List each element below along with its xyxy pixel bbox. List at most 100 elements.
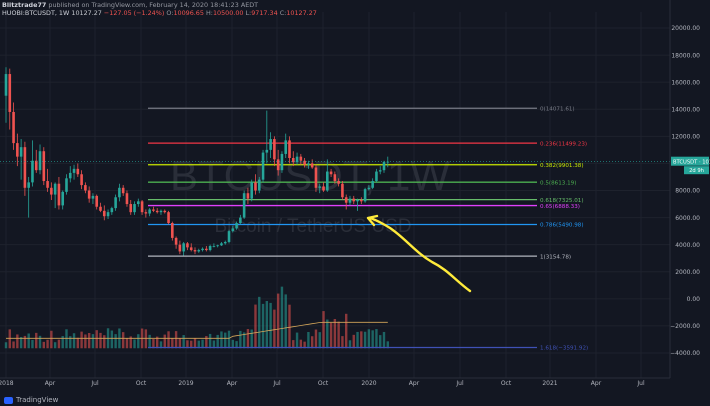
volume-bar xyxy=(254,304,257,349)
volume-bar xyxy=(201,339,204,349)
countdown-label: 2d 9h xyxy=(689,168,704,174)
y-tick-label: 14000.00 xyxy=(671,106,700,113)
volume-bar xyxy=(345,313,348,349)
candle-body xyxy=(307,163,310,165)
volume-bar xyxy=(4,342,8,349)
volume-bar xyxy=(379,335,382,349)
volume-bar xyxy=(65,329,68,349)
candle-body xyxy=(38,151,42,171)
candle-body xyxy=(144,212,148,214)
volume-bar xyxy=(38,335,42,349)
fib-label-4: 0.618(7325.01) xyxy=(540,198,584,204)
volume-bar xyxy=(216,334,219,349)
volume-bar xyxy=(276,293,280,349)
annotation-arrow xyxy=(368,216,472,293)
candle-body xyxy=(118,187,121,198)
candle-body xyxy=(87,190,91,199)
candle-body xyxy=(318,186,322,188)
price-tag-value: BTCUSDT · 10127.27 xyxy=(673,159,710,165)
volume-bar xyxy=(61,336,64,349)
candle-body xyxy=(114,197,117,209)
candle-body xyxy=(125,193,129,205)
candle-body xyxy=(201,248,204,251)
candle-body xyxy=(23,147,27,188)
candle-body xyxy=(363,189,367,202)
candle-body xyxy=(341,183,344,198)
candle-body xyxy=(375,171,378,182)
candle-body xyxy=(80,174,83,186)
volume-bar xyxy=(250,329,253,349)
candle-body xyxy=(174,237,178,245)
volume-bar xyxy=(337,321,340,349)
candle-body xyxy=(167,212,170,223)
volume-bar xyxy=(375,329,378,349)
volume-bar xyxy=(103,335,106,349)
volume-bar xyxy=(284,294,287,349)
candle-body xyxy=(326,171,329,191)
candle-body xyxy=(189,247,193,251)
candle-body xyxy=(208,246,212,251)
x-tick-label: Apr xyxy=(227,380,238,387)
candle-body xyxy=(163,210,167,213)
x-tick-label: Oct xyxy=(136,380,147,387)
volume-bar xyxy=(72,333,76,349)
candle-body xyxy=(216,245,219,247)
candle-body xyxy=(46,181,49,188)
y-tick-label: 2000.00 xyxy=(675,269,700,276)
volume-bar xyxy=(69,336,72,349)
x-tick-label: 2019 xyxy=(178,380,193,387)
candle-body xyxy=(288,140,291,158)
x-tick-label: Oct xyxy=(501,380,512,387)
watermark-symbol: BTCUSDT, 1W xyxy=(170,152,450,199)
y-tick-label: 18000.00 xyxy=(671,52,700,59)
volume-bar xyxy=(174,331,178,349)
volume-bar xyxy=(322,311,325,349)
candle-body xyxy=(65,178,68,192)
volume-bar xyxy=(129,336,132,349)
volume-bar xyxy=(193,338,197,349)
volume-bar xyxy=(371,330,374,349)
candle-body xyxy=(171,223,174,238)
high-label: H: xyxy=(205,9,213,17)
candle-body xyxy=(303,160,306,165)
volume-bar xyxy=(137,334,140,349)
volume-bar xyxy=(16,334,19,349)
candle-body xyxy=(99,206,102,211)
countdown-box xyxy=(684,166,709,175)
y-tick-label: 0.00 xyxy=(687,296,701,303)
candle-body xyxy=(193,250,197,252)
fib-label-8: 1.618(−3591.92) xyxy=(540,346,588,352)
candle-body xyxy=(182,243,185,252)
candle-body xyxy=(223,241,227,244)
volume-bar xyxy=(299,339,303,349)
candle-body xyxy=(31,160,34,183)
volume-bar xyxy=(242,332,246,349)
volume-bar xyxy=(288,304,291,349)
author-name[interactable]: Blitztrade77 xyxy=(2,1,47,9)
volume-bar xyxy=(46,339,49,349)
candle-body xyxy=(186,243,189,248)
y-tick-label: 16000.00 xyxy=(671,79,700,86)
volume-bar xyxy=(53,342,57,349)
x-tick-label: Jul xyxy=(272,380,281,387)
volume-bar xyxy=(348,340,352,349)
volume-bar xyxy=(261,303,265,349)
volume-bar xyxy=(382,331,386,349)
y-tick-label: 12000.00 xyxy=(671,134,700,141)
symbol-label[interactable]: HUOBI:BTCUSDT, 1W xyxy=(2,9,70,17)
candle-body xyxy=(284,140,288,154)
volume-bar xyxy=(50,330,53,349)
candle-body xyxy=(16,143,19,157)
candle-body xyxy=(356,199,359,202)
symbol-line: HUOBI:BTCUSDT, 1W 10127.27 −127.05 (−1.2… xyxy=(2,9,317,17)
candle-body xyxy=(337,181,340,184)
candle-body xyxy=(371,181,374,188)
x-tick-label: 2018 xyxy=(0,380,14,387)
volume-bar xyxy=(133,339,136,349)
volume-bar xyxy=(292,340,295,349)
volume-bar xyxy=(42,341,45,349)
candle-body xyxy=(4,74,8,96)
x-tick-label: Apr xyxy=(591,380,602,387)
candle-body xyxy=(197,250,201,252)
